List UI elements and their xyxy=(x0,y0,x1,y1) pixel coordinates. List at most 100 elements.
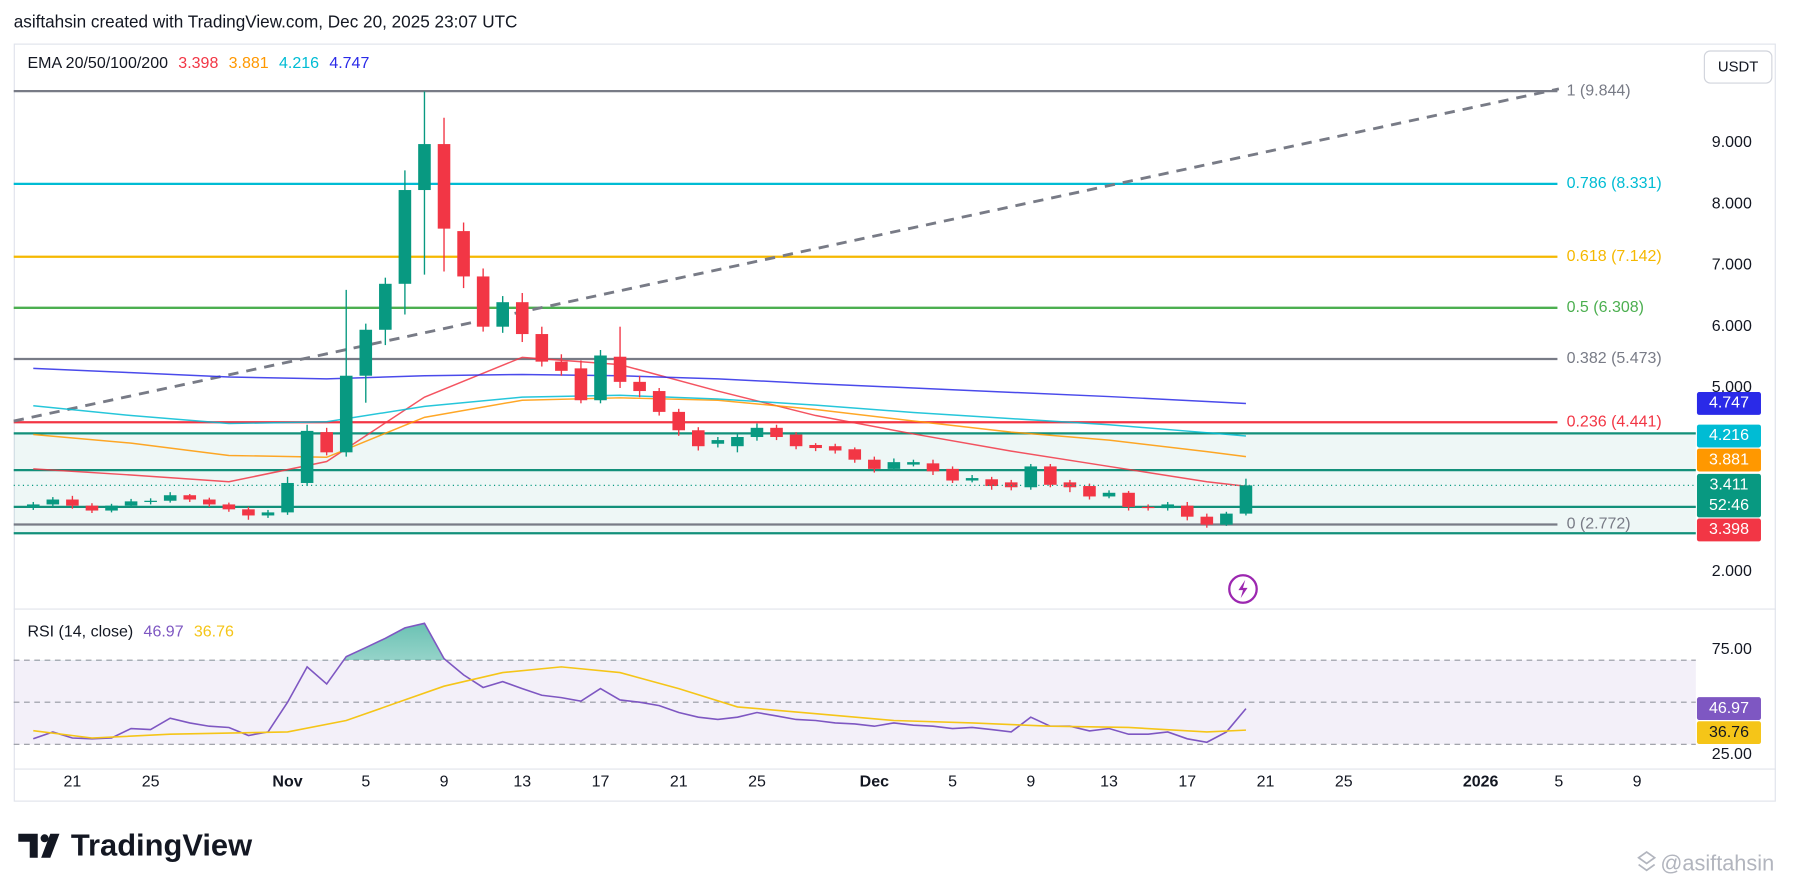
y-tick-label: 6.000 xyxy=(1712,318,1752,335)
fib-label: 1 (9.844) xyxy=(1567,82,1631,99)
candle-body xyxy=(476,276,490,327)
candle-body xyxy=(535,334,549,362)
candle-body xyxy=(339,375,353,453)
candle-body xyxy=(26,504,40,508)
candle-body xyxy=(770,427,783,438)
candle-body xyxy=(594,355,607,401)
price-label: 3.881 xyxy=(1709,451,1749,468)
x-tick-label: 21 xyxy=(64,773,82,790)
x-tick-label: 17 xyxy=(592,773,610,790)
currency-button[interactable] xyxy=(1703,50,1773,84)
candle-body xyxy=(183,495,197,500)
price-label-box xyxy=(1696,473,1761,518)
x-tick-label: 25 xyxy=(1335,773,1353,790)
candle-body xyxy=(574,368,588,401)
x-tick-label: 21 xyxy=(1257,773,1275,790)
y-tick-label: 75.00 xyxy=(1712,641,1752,658)
legend-value: 3.881 xyxy=(229,55,269,72)
fib-label: 0.382 (5.473) xyxy=(1567,350,1662,367)
price-label: 4.216 xyxy=(1709,427,1749,444)
candle-body xyxy=(907,462,920,465)
rsi-pane: 75.00 25.00 RSI (14, close) 46.97 36.76 46.97… xyxy=(13,622,1761,763)
x-tick-label: 13 xyxy=(513,773,531,790)
candle-body xyxy=(965,478,979,481)
candle-body xyxy=(555,361,568,371)
y-tick-label: 8.000 xyxy=(1712,195,1752,212)
candle-body xyxy=(692,430,705,447)
x-tick-label: 5 xyxy=(1554,773,1563,790)
x-tick-label: 2026 xyxy=(1463,773,1499,790)
candle-body xyxy=(848,449,862,460)
candle-body xyxy=(868,459,881,469)
candle-body xyxy=(457,231,470,277)
candle-body xyxy=(242,509,255,516)
candle-body xyxy=(926,463,940,472)
legend-value: 3.398 xyxy=(178,55,218,72)
legend-value: 36.76 xyxy=(194,624,234,641)
candle-body xyxy=(633,381,646,392)
countdown: 52:46 xyxy=(1709,497,1749,514)
y-tick-label: 5.000 xyxy=(1712,379,1752,396)
x-tick-label: 9 xyxy=(440,773,449,790)
header: asiftahsin created with TradingView.com,… xyxy=(14,12,518,32)
candle-body xyxy=(85,505,99,511)
legend-title: EMA 20/50/100/200 xyxy=(27,55,168,72)
candle-body xyxy=(1024,466,1038,488)
candle-body xyxy=(1239,485,1253,514)
candle-body xyxy=(1122,492,1135,507)
currency[interactable]: USDT xyxy=(1718,59,1758,75)
fib-label: 0.236 (4.441) xyxy=(1567,413,1662,430)
x-tick-label: 17 xyxy=(1178,773,1196,790)
fib-label: 0.786 (8.331) xyxy=(1567,175,1662,192)
logo-text: TradingView xyxy=(71,828,253,863)
candle-body xyxy=(66,499,79,506)
price-label-box xyxy=(1696,518,1761,542)
watermark-icon xyxy=(1637,850,1657,872)
candle-body xyxy=(105,505,118,511)
candle-body xyxy=(1161,504,1174,509)
candle-body xyxy=(1063,482,1077,488)
main-pane: 1 (9.844) 0.786 (8.331) 0.618 (7.142) 0.5 (… xyxy=(13,55,1761,790)
candle-body xyxy=(281,482,294,513)
candle-body xyxy=(163,495,177,501)
watermark: @asiftahsin xyxy=(1660,850,1774,875)
alert-icon[interactable] xyxy=(1228,574,1258,604)
candle-body xyxy=(46,499,60,505)
candle-body xyxy=(222,504,236,510)
price-label: 3.398 xyxy=(1709,521,1749,538)
y-tick-label: 25.00 xyxy=(1712,746,1752,763)
price-label-box xyxy=(1696,448,1761,472)
x-tick-label: 9 xyxy=(1026,773,1035,790)
candle-body xyxy=(946,468,959,481)
candle-body xyxy=(379,283,392,330)
candle-body xyxy=(1083,486,1096,497)
candle-body xyxy=(1044,466,1057,485)
candle-body xyxy=(359,329,373,376)
legend-title: RSI (14, close) xyxy=(27,624,133,641)
candle-body xyxy=(515,302,529,335)
x-tick-label: Dec xyxy=(860,773,889,790)
candle-body xyxy=(1141,506,1155,509)
candle-body xyxy=(711,440,725,444)
y-tick-label: 9.000 xyxy=(1712,134,1752,151)
ema-line xyxy=(33,394,1247,437)
price-label-box xyxy=(1696,424,1761,448)
x-tick-label: 13 xyxy=(1100,773,1118,790)
price-label-box xyxy=(1696,721,1761,745)
ema-line xyxy=(33,397,1247,459)
logo-icon xyxy=(18,833,60,858)
fib-label: 0.618 (7.142) xyxy=(1567,248,1662,265)
legend: RSI (14, close) 46.97 36.76 xyxy=(27,624,234,641)
candle-body xyxy=(437,144,451,229)
price-label: 4.747 xyxy=(1709,395,1749,412)
candle-body xyxy=(750,427,764,438)
candle-body xyxy=(203,499,216,505)
candle-body xyxy=(144,500,157,502)
trendline xyxy=(13,87,1560,423)
rsi-line xyxy=(33,666,1246,739)
candle-body xyxy=(398,190,412,284)
candle-body xyxy=(809,444,822,449)
candle-body xyxy=(124,501,138,506)
